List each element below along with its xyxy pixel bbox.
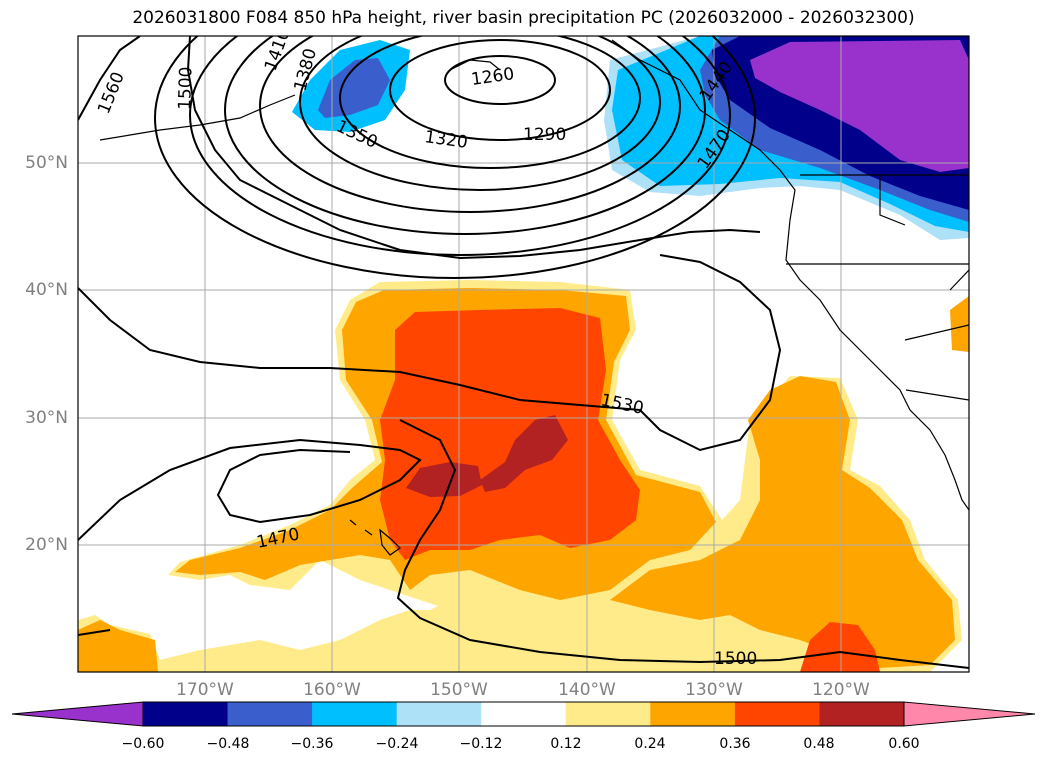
contour-label: 1500 [175,66,196,110]
contour-label: 1290 [523,125,566,145]
colorbar-cell [481,702,567,726]
coastlines [99,39,969,556]
colorbar-tick-label: −0.60 [121,736,165,752]
shade-pos-orange-sw [78,620,158,672]
contour-1560 [78,36,141,121]
shade-pos-darkred [406,415,568,497]
colorbar-cells [143,702,905,726]
colorbar-tick-label: −0.36 [290,736,334,752]
lat-label-50n: 50°N [25,153,68,173]
colorbar-cell [143,702,229,726]
lat-label-30n: 30°N [25,408,68,428]
lon-label-120w: 120°W [812,680,870,700]
contour-1410 [224,36,706,235]
colorbar-tick-label: −0.12 [459,736,503,752]
colorbar-cell [227,702,313,726]
shade-pos-orange-east [610,376,955,668]
colorbar-cell [819,702,905,726]
lat-label-20n: 20°N [25,535,68,555]
contour-1380 [259,36,681,213]
contour-1530 [78,254,782,452]
contour-1290 [389,39,611,141]
colorbar-tick-label: 0.60 [888,736,920,752]
colorbar-tick-label: 0.24 [634,736,666,752]
lon-label-140w: 140°W [558,680,616,700]
colorbar-cell [734,702,820,726]
colorbar-cell [565,702,651,726]
shade-neg-purple [750,40,969,172]
colorbar-extend-high [903,701,1036,727]
contour-1500-north [186,36,761,260]
height-contours [78,36,969,669]
lon-label-160w: 160°W [303,680,361,700]
contour-1470-south [78,438,422,541]
colorbar-frame [142,701,905,727]
lon-label-130w: 130°W [685,680,743,700]
colorbar-tick-label: 0.12 [550,736,582,752]
colorbar-tick-label: −0.48 [206,736,250,752]
colorbar-cell [312,702,398,726]
colorbar-extend-low [11,701,144,727]
lat-label-40n: 40°N [25,280,68,300]
colorbar-cell [396,702,482,726]
contour-1470-north [154,36,756,279]
contour-label: 1500 [714,649,757,669]
colorbar-tick-label: −0.24 [375,736,419,752]
colorbar [11,701,1036,727]
map-plot-area: 1560 1500 1410 1380 1350 1320 1290 1260 … [78,36,969,672]
map-frame [77,35,970,673]
colorbar-cell [650,702,736,726]
contour-1260 [444,55,556,105]
contour-1350 [299,36,661,191]
contour-1500-south [78,419,969,669]
colorbar-tick-label: 0.36 [719,736,751,752]
shade-pos-red-south [800,622,880,672]
shade-pos-orange-ne [950,296,969,352]
contour-1440 [189,36,731,256]
shade-neg-aleutian-blue [318,58,390,118]
contour-1320 [339,36,641,169]
shade-pos-red [380,308,640,560]
lon-label-150w: 150°W [430,680,488,700]
colorbar-tick-label: 0.48 [803,736,835,752]
map-title: 2026031800 F084 850 hPa height, river ba… [132,8,915,28]
lon-label-170w: 170°W [176,680,234,700]
